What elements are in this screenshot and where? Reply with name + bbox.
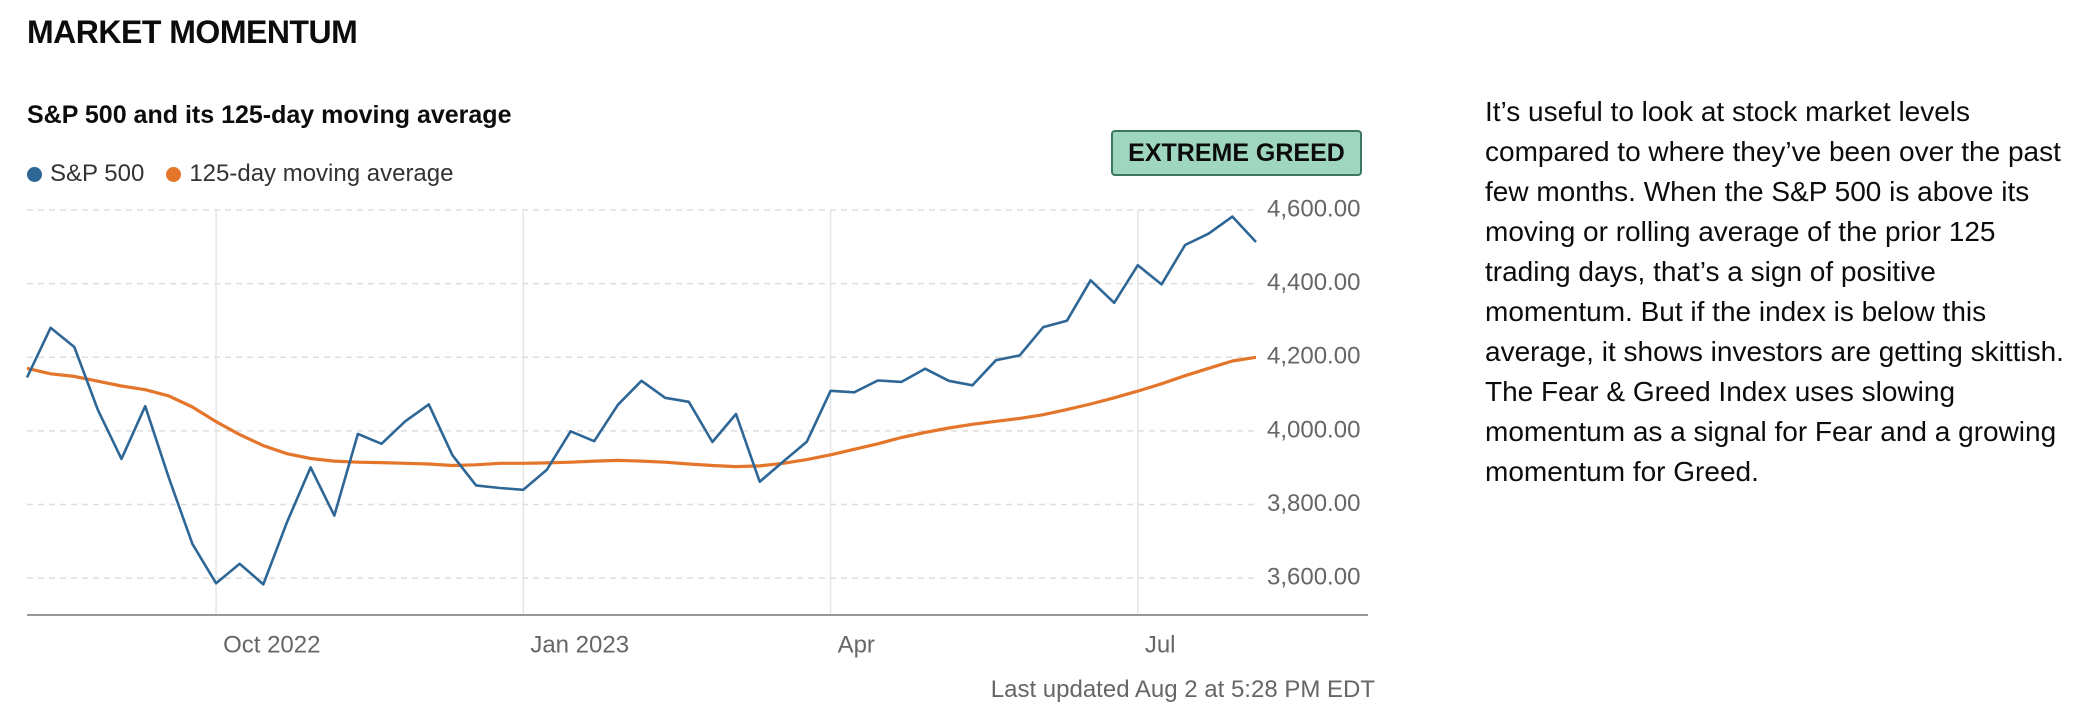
legend-swatch bbox=[27, 167, 42, 182]
section-title: MARKET MOMENTUM bbox=[27, 14, 358, 50]
y-tick-label: 4,400.00 bbox=[1267, 269, 1360, 296]
y-tick-label: 4,000.00 bbox=[1267, 416, 1360, 443]
x-tick-label: Jul bbox=[1145, 631, 1176, 658]
legend-label: 125-day moving average bbox=[189, 160, 454, 187]
legend: S&P 500 125-day moving average bbox=[27, 160, 453, 188]
y-tick-label: 3,600.00 bbox=[1267, 564, 1360, 591]
footnote: Last updated Aug 2 at 5:28 PM EDT bbox=[990, 676, 1375, 703]
y-tick-label: 4,600.00 bbox=[1267, 195, 1360, 222]
badge: EXTREME GREED bbox=[1111, 130, 1362, 176]
x-tick-label: Jan 2023 bbox=[530, 631, 629, 658]
series-line bbox=[25, 215, 1257, 586]
x-tick-label: Oct 2022 bbox=[223, 631, 320, 658]
legend-item: S&P 500 bbox=[27, 160, 144, 188]
legend-swatch bbox=[166, 167, 182, 182]
description: It’s useful to look at stock market leve… bbox=[1485, 96, 2064, 487]
x-tick-label: Apr bbox=[838, 631, 875, 658]
legend-item: 125-day moving average bbox=[166, 160, 453, 188]
chart-title: S&P 500 and its 125-day moving average bbox=[27, 101, 512, 129]
y-tick-label: 4,200.00 bbox=[1267, 343, 1360, 370]
series-line bbox=[26, 355, 1257, 469]
legend-label: S&P 500 bbox=[50, 160, 145, 187]
chart: 3,600.00 3,800.00 4,000.00 4,200.00 4,400.00… bbox=[25, 195, 1368, 658]
y-tick-label: 3,800.00 bbox=[1267, 490, 1360, 517]
